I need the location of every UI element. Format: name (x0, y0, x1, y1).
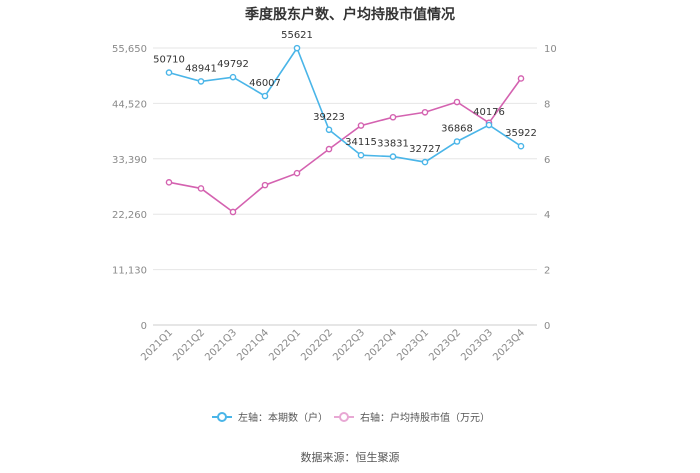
x-tick-label: 2022Q2 (299, 327, 335, 363)
series-left-point[interactable] (165, 69, 173, 76)
series-left-point[interactable] (197, 78, 205, 85)
right-tick-label: 0 (544, 321, 550, 332)
x-tick-label: 2021Q2 (171, 327, 207, 363)
right-tick-label: 2 (544, 266, 550, 277)
series-right-line (168, 78, 522, 214)
source-note: 数据来源：恒生聚源 (301, 450, 400, 464)
left-tick-label: 44,520 (112, 99, 147, 110)
series-left-point[interactable] (485, 121, 493, 129)
data-label: 33831 (377, 139, 409, 150)
series-right-point[interactable] (165, 179, 173, 186)
data-label: 35922 (505, 128, 537, 139)
x-tick-label: 2022Q4 (363, 327, 399, 363)
x-tick-label: 2023Q3 (459, 327, 495, 363)
x-tick-label: 2023Q2 (427, 327, 463, 363)
data-label: 50710 (153, 55, 185, 66)
data-label: 34115 (345, 137, 377, 148)
x-tick-label: 2022Q3 (331, 327, 367, 363)
x-axis: 2021Q12021Q22021Q32021Q42022Q12022Q22022… (139, 327, 527, 363)
right-tick-label: 10 (544, 44, 557, 55)
series-left-point[interactable] (357, 151, 365, 159)
legend-marker-right (339, 412, 349, 422)
series-right-point[interactable] (517, 75, 525, 82)
legend-label-left: 左轴：本期数（户） (238, 411, 328, 424)
left-tick-label: 22,260 (112, 210, 147, 221)
chart-title: 季度股东户数、户均持股市值情况 (244, 6, 455, 23)
series-right-point[interactable] (325, 145, 333, 153)
series-right-point[interactable] (229, 208, 237, 216)
x-tick-label: 2021Q4 (235, 327, 271, 363)
series-right-point[interactable] (293, 169, 301, 177)
series-right-point[interactable] (357, 122, 365, 129)
series-right-point[interactable] (453, 98, 461, 106)
data-label: 32727 (409, 144, 441, 155)
left-tick-label: 33,390 (112, 155, 147, 166)
right-tick-label: 4 (544, 210, 550, 221)
data-label: 40176 (473, 107, 505, 118)
data-label: 39223 (313, 112, 345, 123)
grid (153, 47, 537, 326)
x-tick-label: 2021Q1 (139, 327, 175, 363)
series-left-point[interactable] (261, 92, 269, 100)
series-right-point[interactable] (261, 181, 269, 189)
left-tick-label: 55,650 (112, 44, 147, 55)
legend-item-left[interactable]: 左轴：本期数（户） (212, 411, 328, 424)
left-tick-label: 0 (141, 321, 147, 332)
x-tick-label: 2022Q1 (267, 327, 303, 363)
legend-item-right[interactable]: 右轴：户均持股市值（万元） (334, 411, 490, 424)
series-left-point[interactable] (453, 138, 461, 145)
legend: 左轴：本期数（户） 右轴：户均持股市值（万元） (212, 411, 490, 424)
series-left-point[interactable] (389, 153, 397, 160)
data-label: 48941 (185, 63, 217, 74)
right-tick-label: 6 (544, 155, 550, 166)
series-left-point[interactable] (325, 126, 333, 134)
legend-marker-left (217, 412, 227, 422)
x-tick-label: 2021Q3 (203, 327, 239, 363)
series-left-point[interactable] (421, 158, 429, 166)
left-tick-label: 11,130 (112, 266, 147, 277)
series-left-line (168, 46, 522, 163)
x-tick-label: 2023Q1 (395, 327, 431, 363)
data-label: 49792 (217, 59, 249, 70)
series-left-point[interactable] (293, 44, 301, 52)
data-label: 36868 (441, 123, 473, 134)
data-label: 46007 (249, 78, 281, 89)
data-label: 55621 (281, 30, 313, 41)
series-layer (165, 44, 525, 216)
series-left-point[interactable] (229, 73, 237, 81)
right-tick-label: 8 (544, 99, 550, 110)
legend-label-right: 右轴：户均持股市值（万元） (360, 411, 490, 424)
series-right-point[interactable] (421, 108, 429, 116)
series-right-point[interactable] (197, 185, 205, 192)
series-right-point[interactable] (389, 113, 397, 121)
series-left-point[interactable] (517, 142, 525, 150)
x-tick-label: 2023Q4 (491, 327, 527, 363)
right-axis: 0 2 4 6 8 10 (544, 44, 557, 332)
left-axis: 0 11,130 22,260 33,390 44,520 55,650 (112, 44, 147, 332)
